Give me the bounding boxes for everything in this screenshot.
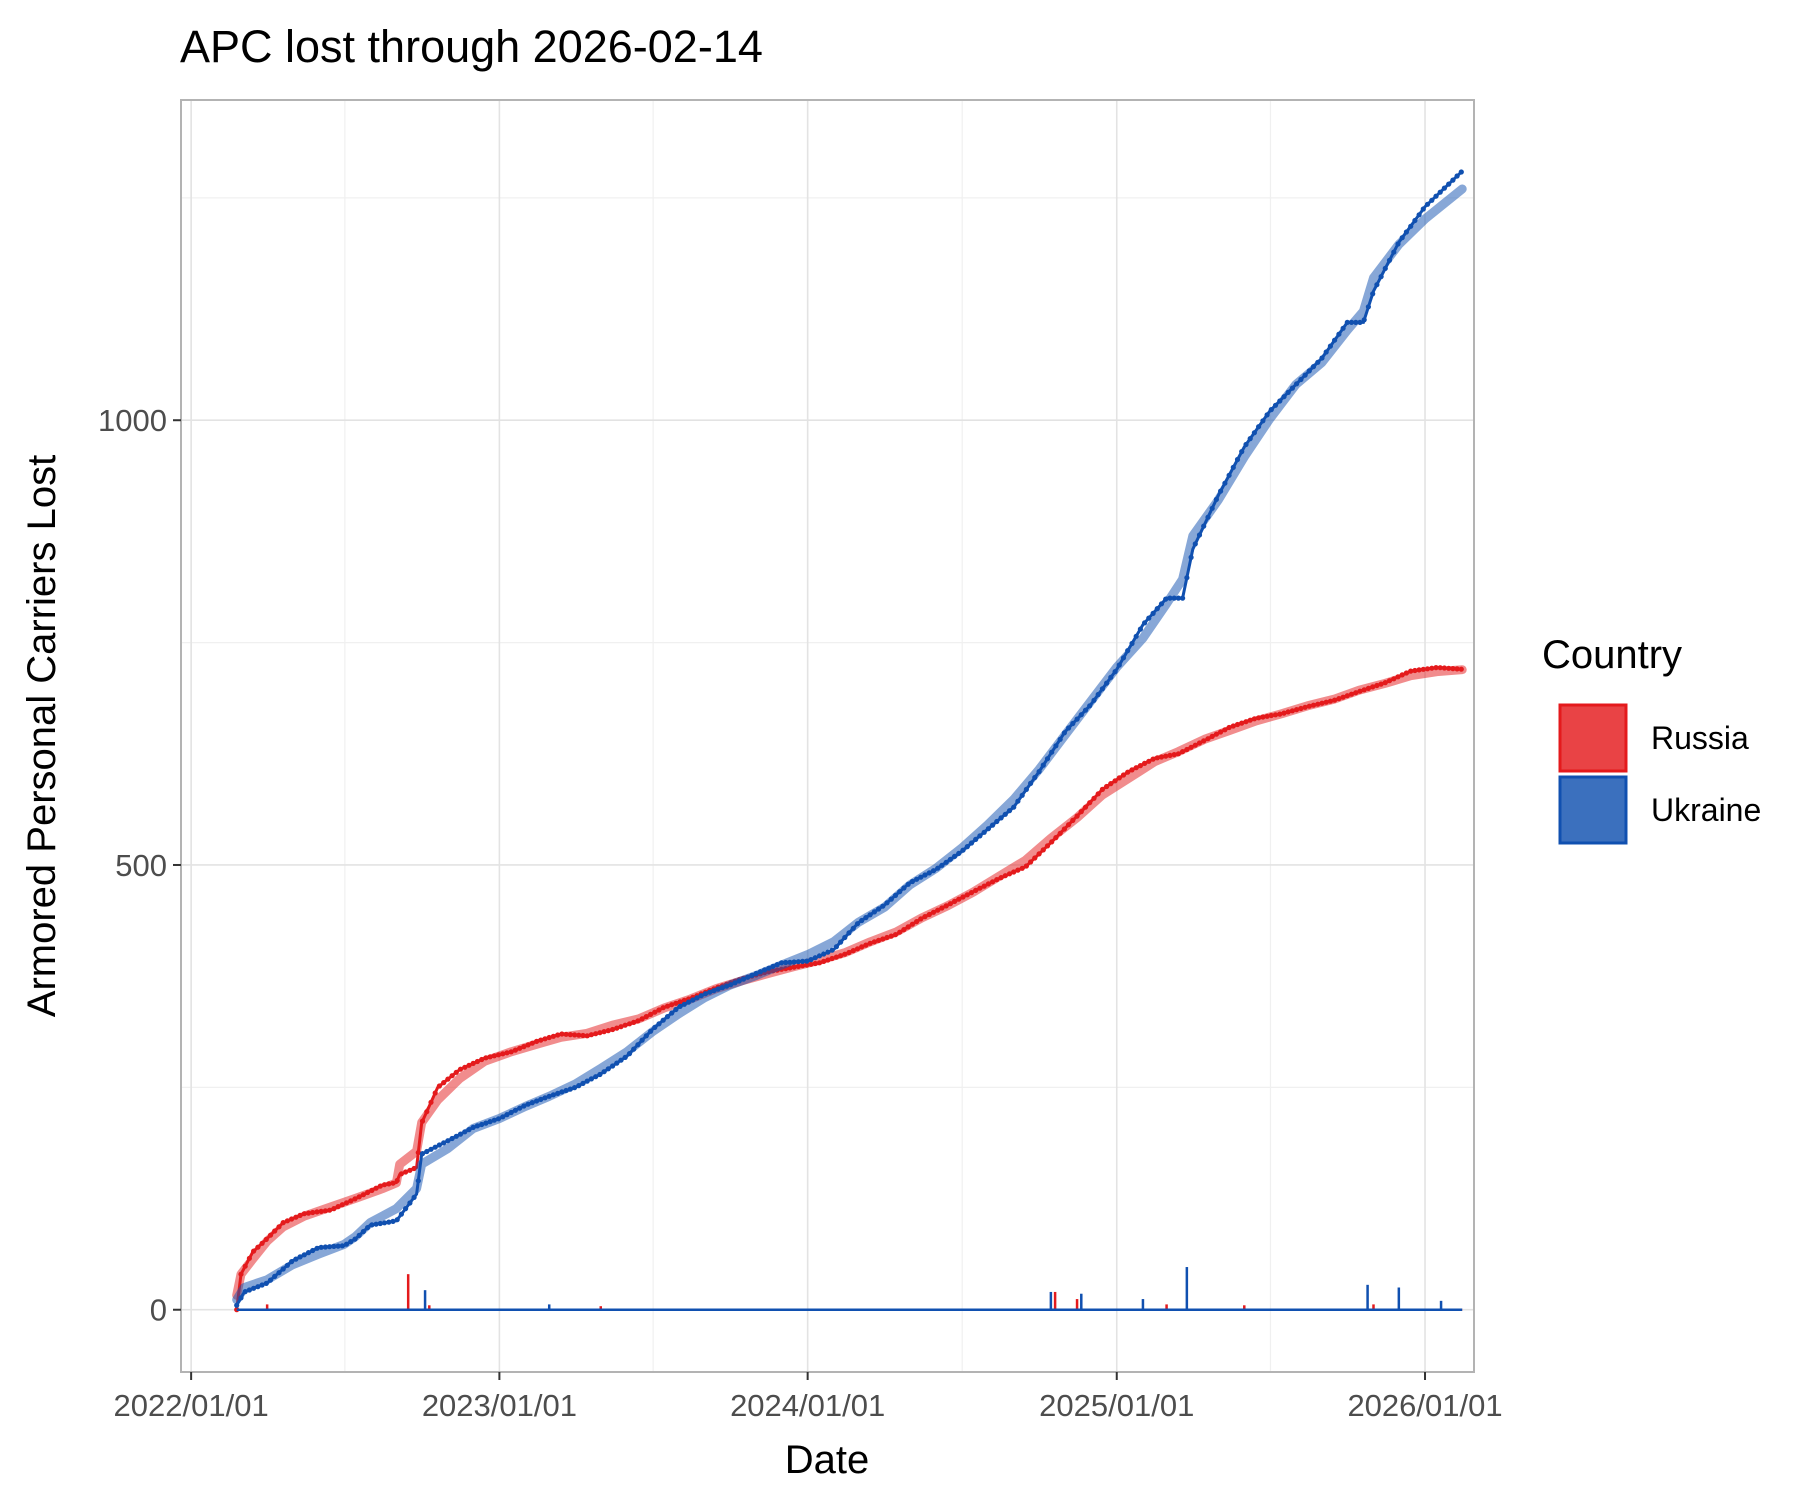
series-layer <box>232 169 1467 1313</box>
ukraine-trend-line <box>232 184 1467 1305</box>
legend-swatch-ukraine <box>1558 775 1628 845</box>
legend-label-russia: Russia <box>1651 720 1749 756</box>
axes: 2022/01/01 2023/01/01 2024/01/01 2025/01/01… <box>98 403 1503 1423</box>
x-tick-label: 2026/01/01 <box>1347 1388 1502 1423</box>
plot-panel <box>180 99 1475 1373</box>
ukraine-cumulative-line <box>235 170 1464 1307</box>
legend-title: Country <box>1542 633 1682 677</box>
russia-cumulative-line <box>235 665 1463 1310</box>
x-tick-label: 2024/01/01 <box>730 1388 885 1423</box>
russia-trend-line <box>232 665 1467 1300</box>
y-tick-label: 0 <box>150 1293 167 1328</box>
legend-swatch-russia <box>1558 703 1628 773</box>
x-tick-label: 2022/01/01 <box>114 1388 269 1423</box>
series-ukraine <box>232 169 1467 1311</box>
chart-title: APC lost through 2026-02-14 <box>180 21 763 72</box>
y-tick-label: 500 <box>115 848 167 883</box>
series-russia <box>232 665 1467 1313</box>
x-tick-label: 2025/01/01 <box>1039 1388 1194 1423</box>
x-axis-label: Date <box>785 1438 870 1482</box>
legend: Country Russia Ukraine <box>1542 633 1761 845</box>
x-tick-label: 2023/01/01 <box>422 1388 577 1423</box>
y-tick-label: 1000 <box>98 403 167 438</box>
y-axis-label: Armored Personal Carriers Lost <box>20 455 64 1017</box>
legend-label-ukraine: Ukraine <box>1651 792 1761 828</box>
grid <box>181 100 1474 1372</box>
